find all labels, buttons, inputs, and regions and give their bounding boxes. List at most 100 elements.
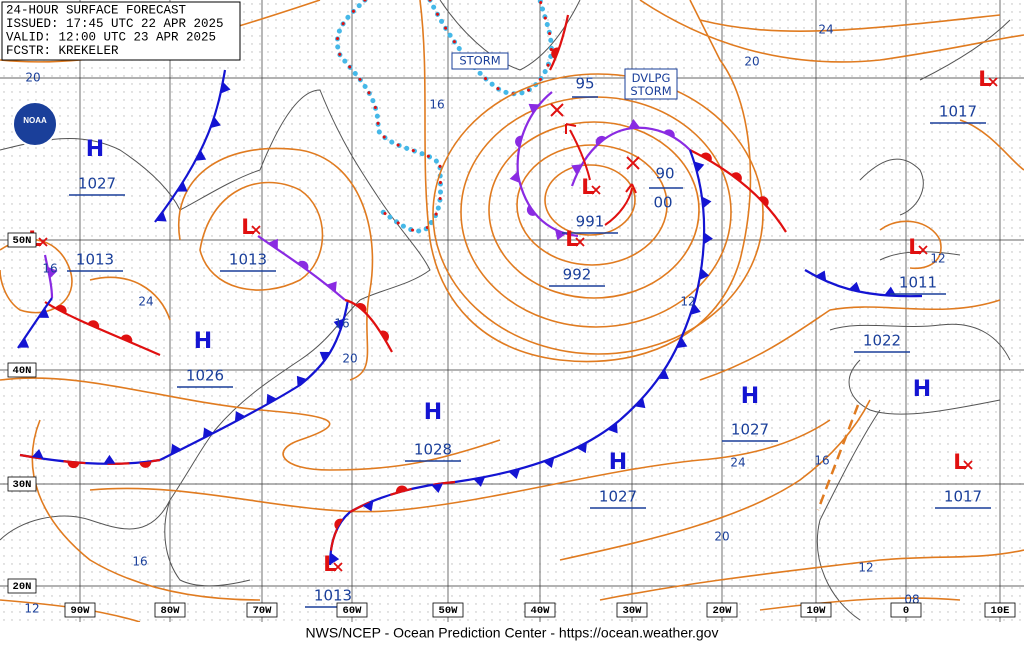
front-triangle xyxy=(690,303,701,315)
front-semicircle xyxy=(526,205,537,216)
pressure-label: 1027 xyxy=(599,488,637,506)
front-semicircle xyxy=(55,304,67,314)
lat-box xyxy=(7,362,37,378)
front-triangle xyxy=(571,164,583,175)
header-line: FCSTR: KREKELER xyxy=(6,44,119,58)
high-symbol: H xyxy=(913,377,931,402)
isobar-label: 12 xyxy=(24,602,39,616)
low-symbol: L xyxy=(565,227,578,251)
pressure-label: 1013 xyxy=(314,587,352,605)
front-triangle xyxy=(333,318,344,331)
isobar-label: 12 xyxy=(858,561,873,575)
front-triangle xyxy=(699,268,710,281)
pressure-label: 1017 xyxy=(944,488,982,506)
front-triangle xyxy=(202,427,214,439)
front-semicircle xyxy=(758,196,769,207)
front-triangle xyxy=(508,468,521,479)
front-triangle xyxy=(220,81,231,94)
front-semicircle xyxy=(120,334,133,343)
isobar-label: 24 xyxy=(138,295,153,309)
logo-text: NOAA xyxy=(23,116,47,125)
header-line: ISSUED: 17:45 UTC 22 APR 2025 xyxy=(6,17,224,31)
high-symbol: H xyxy=(86,137,104,162)
front-triangle xyxy=(815,270,827,282)
low-x xyxy=(333,562,343,572)
isobar-label: 12 xyxy=(930,252,945,266)
pressure-label: 992 xyxy=(563,266,592,284)
low-symbol: L xyxy=(978,67,991,91)
storm-box xyxy=(451,52,509,70)
front-triangle xyxy=(47,266,58,279)
front-triangle xyxy=(693,161,705,173)
lon-box xyxy=(706,602,738,618)
front-semicircle xyxy=(355,302,367,313)
lon-box xyxy=(800,602,832,618)
longitude-label: 90W xyxy=(71,605,91,617)
isobar-label: 20 xyxy=(342,352,357,366)
pressure-label: 1026 xyxy=(186,367,224,385)
front-triangle xyxy=(362,500,374,512)
labels: H1027L1013L1013H1026H1028H1027H1027L991L… xyxy=(7,23,1016,618)
header-line: VALID: 12:00 UTC 23 APR 2025 xyxy=(6,30,216,44)
ice-edge xyxy=(334,0,554,234)
front-triangle xyxy=(555,229,567,241)
front-triangle xyxy=(296,375,308,387)
isobar-label: 12 xyxy=(680,295,695,309)
high-symbol: H xyxy=(741,384,759,409)
graticule xyxy=(0,0,1024,622)
low-x xyxy=(575,237,585,247)
lon-box xyxy=(524,602,556,618)
front-triangle xyxy=(170,443,182,455)
header-box xyxy=(1,1,241,61)
front-triangle xyxy=(210,116,221,129)
front-triangle xyxy=(701,196,712,209)
pressure-label: 1022 xyxy=(863,332,901,350)
front-triangle xyxy=(658,368,669,380)
pressure-label: 1011 xyxy=(899,274,937,292)
low-x xyxy=(963,460,973,470)
annotation: 00 xyxy=(653,194,672,212)
isobar-label: 24 xyxy=(730,456,745,470)
front-triangle xyxy=(528,103,540,115)
front-triangle xyxy=(234,411,246,422)
logo-disc xyxy=(12,101,58,147)
isobar-label: 16 xyxy=(132,555,147,569)
longitude-label: 10E xyxy=(991,605,1010,617)
front-semicircle xyxy=(731,172,742,182)
low-symbol: L xyxy=(953,450,966,474)
longitude-label: 80W xyxy=(161,605,181,617)
front-semicircle xyxy=(139,461,152,468)
isobar-label: 16 xyxy=(429,98,444,112)
latitude-label: 50N xyxy=(13,235,32,247)
front-triangle xyxy=(176,181,188,192)
front-triangle xyxy=(634,397,646,409)
front-triangle xyxy=(431,483,444,493)
lon-box xyxy=(154,602,186,618)
front-semicircle xyxy=(87,320,100,329)
lon-box xyxy=(336,602,368,618)
front-semicircle xyxy=(395,485,408,494)
front-semicircle xyxy=(297,260,309,271)
pressure-label: 1013 xyxy=(76,251,114,269)
front-triangle xyxy=(607,422,618,434)
coastlines xyxy=(0,0,1011,621)
front-triangle xyxy=(473,476,486,487)
footer: NWS/NCEP - Ocean Prediction Center - htt… xyxy=(306,625,719,641)
low-symbol: L xyxy=(323,552,336,576)
header-line: 24-HOUR SURFACE FORECAST xyxy=(6,3,187,17)
warm-front xyxy=(344,298,393,353)
isobar-label: 20 xyxy=(744,55,759,69)
front-semicircle xyxy=(595,135,607,146)
low-symbol: L xyxy=(581,175,594,199)
pressure-label: 991 xyxy=(576,213,605,231)
storm-label: STORM xyxy=(459,54,500,68)
longitude-label: 40W xyxy=(531,605,551,617)
lon-box xyxy=(246,602,278,618)
front-triangle xyxy=(267,238,278,250)
cold-front xyxy=(17,297,53,349)
pressure-label: 1027 xyxy=(731,421,769,439)
isobar-label: 24 xyxy=(818,23,833,37)
longitude-label: 30W xyxy=(623,605,643,617)
